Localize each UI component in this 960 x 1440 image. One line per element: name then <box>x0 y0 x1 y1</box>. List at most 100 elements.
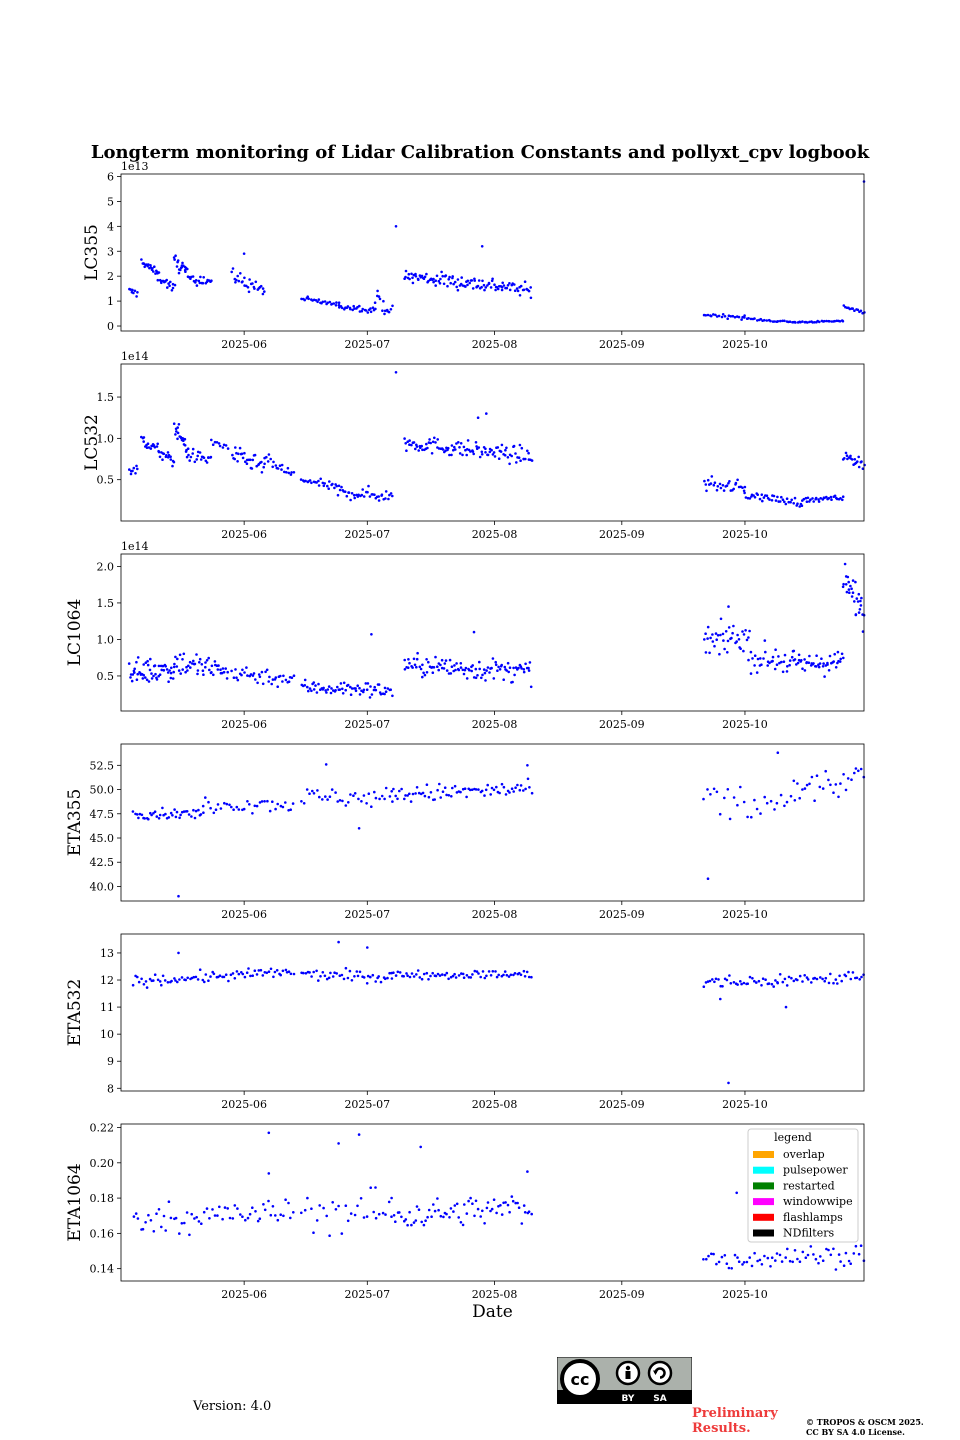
data-point <box>171 464 174 468</box>
data-point <box>849 1262 852 1265</box>
data-point <box>819 497 822 500</box>
data-point <box>449 1207 453 1210</box>
data-point <box>712 313 715 316</box>
data-point <box>762 657 765 660</box>
data-point <box>862 973 865 976</box>
data-point <box>254 280 258 284</box>
data-point <box>704 483 708 486</box>
data-point <box>338 799 342 802</box>
data-point <box>334 304 338 307</box>
data-point <box>460 276 464 279</box>
data-point <box>177 951 180 955</box>
data-point <box>169 280 172 284</box>
data-point <box>263 800 266 803</box>
data-point <box>744 496 748 499</box>
data-point <box>131 288 134 292</box>
data-point <box>517 666 520 670</box>
data-point <box>257 673 261 676</box>
data-point <box>492 677 496 680</box>
data-point <box>265 668 269 672</box>
data-point <box>796 782 799 785</box>
data-point <box>815 774 819 777</box>
data-point <box>150 672 153 675</box>
data-point <box>746 982 749 985</box>
data-point <box>194 279 198 282</box>
data-point <box>167 1200 171 1203</box>
data-point <box>815 665 818 668</box>
data-point <box>223 1206 227 1209</box>
data-point <box>156 978 160 982</box>
data-point <box>377 975 381 978</box>
copyright-notice: © TROPOS & OSCM 2025. CC BY SA 4.0 Licen… <box>806 1417 924 1437</box>
legend-item-label: NDfilters <box>783 1227 834 1240</box>
data-point <box>417 1208 421 1211</box>
data-point <box>459 662 463 665</box>
data-point <box>372 1210 376 1214</box>
data-point <box>470 279 474 282</box>
data-point <box>329 971 332 975</box>
data-point <box>273 970 277 974</box>
data-point <box>803 974 806 977</box>
data-point <box>518 788 522 792</box>
data-point <box>839 1260 842 1263</box>
data-point <box>200 1222 203 1225</box>
data-point <box>300 1211 303 1215</box>
data-point <box>454 448 457 451</box>
data-point <box>222 443 226 447</box>
data-point <box>499 450 503 453</box>
data-point <box>434 279 438 283</box>
data-point <box>708 979 712 983</box>
data-point <box>466 439 470 442</box>
data-point <box>516 289 520 293</box>
panel-lc1064: 2025-06 2025-07 2025-08 2025-09 2025-100.51.… <box>65 540 866 731</box>
data-point <box>299 478 303 481</box>
data-point <box>412 657 416 661</box>
data-point <box>452 282 455 286</box>
data-point <box>425 658 428 661</box>
data-point <box>463 668 467 672</box>
data-point <box>183 444 187 447</box>
data-point <box>753 798 756 802</box>
data-point <box>730 1267 733 1270</box>
data-point <box>839 497 842 500</box>
data-point <box>494 660 498 664</box>
data-point <box>358 693 362 696</box>
data-point <box>417 791 421 795</box>
data-point <box>261 287 265 290</box>
data-point <box>860 975 863 979</box>
data-point <box>706 980 710 983</box>
data-point <box>730 636 733 640</box>
data-point <box>711 978 714 981</box>
data-point <box>739 647 742 650</box>
data-point <box>279 804 283 808</box>
x-tick-label: 2025-10 <box>722 1288 768 1301</box>
data-point <box>797 653 801 657</box>
data-point <box>859 1244 863 1247</box>
data-point <box>185 455 189 459</box>
data-point <box>499 1204 502 1207</box>
data-point <box>260 670 264 674</box>
data-point <box>213 440 217 444</box>
data-point <box>430 452 434 455</box>
data-point <box>808 654 811 658</box>
data-point <box>845 590 849 594</box>
data-point <box>152 270 155 273</box>
data-point <box>502 973 505 977</box>
data-point <box>723 796 726 800</box>
data-point <box>854 613 858 616</box>
data-point <box>150 813 153 817</box>
data-point <box>528 786 531 789</box>
data-point <box>322 1206 325 1210</box>
data-point <box>362 794 366 797</box>
data-point <box>433 798 437 801</box>
data-point <box>290 471 293 474</box>
data-point <box>367 484 370 488</box>
data-point <box>529 685 533 689</box>
data-point <box>501 281 505 285</box>
data-point <box>214 808 218 811</box>
preliminary-notice: Preliminary Results. <box>692 1406 778 1436</box>
data-point <box>377 683 381 686</box>
data-point <box>391 800 394 803</box>
data-point <box>334 791 337 794</box>
data-point <box>508 462 511 466</box>
